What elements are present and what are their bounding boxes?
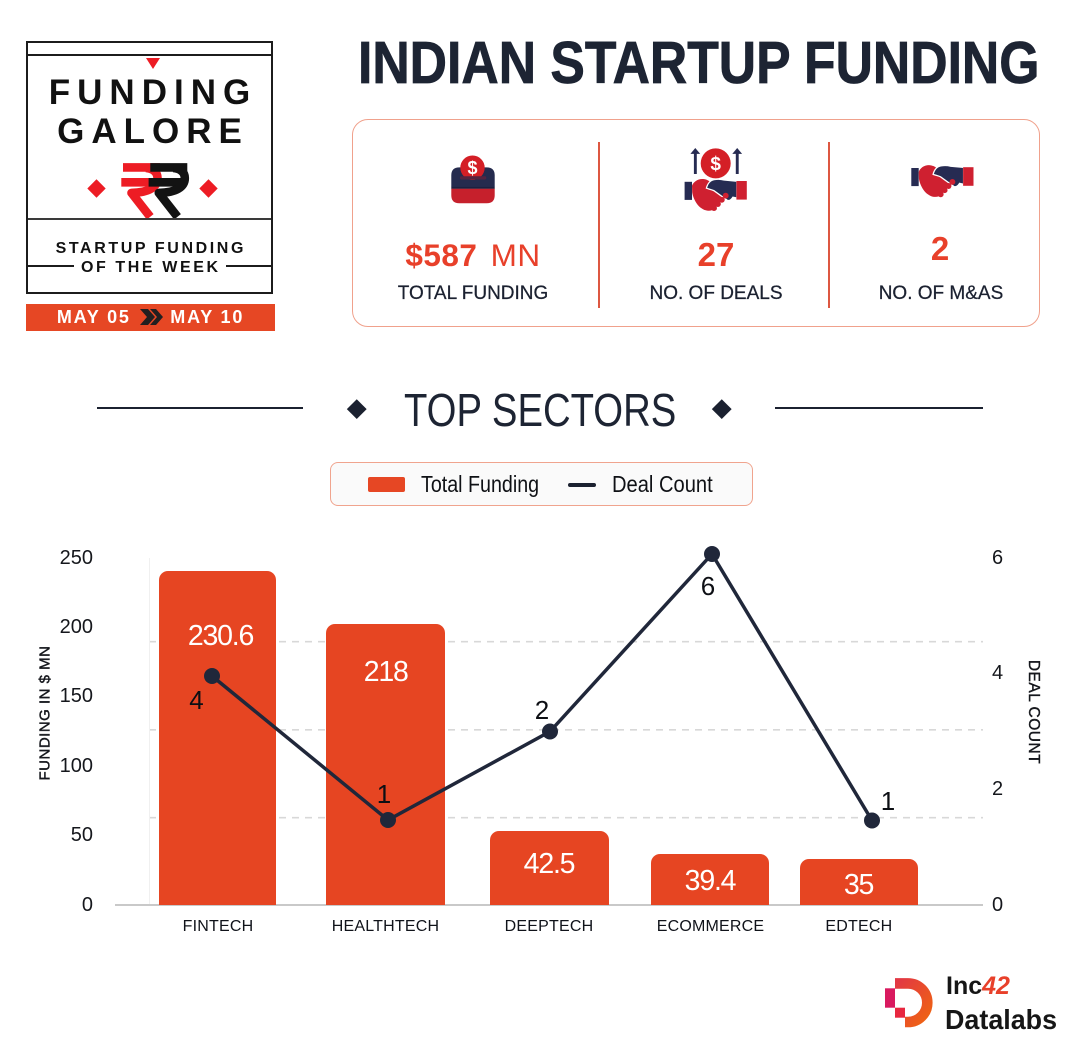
svg-text:$: $ xyxy=(710,154,721,175)
svg-text:$: $ xyxy=(467,158,477,178)
